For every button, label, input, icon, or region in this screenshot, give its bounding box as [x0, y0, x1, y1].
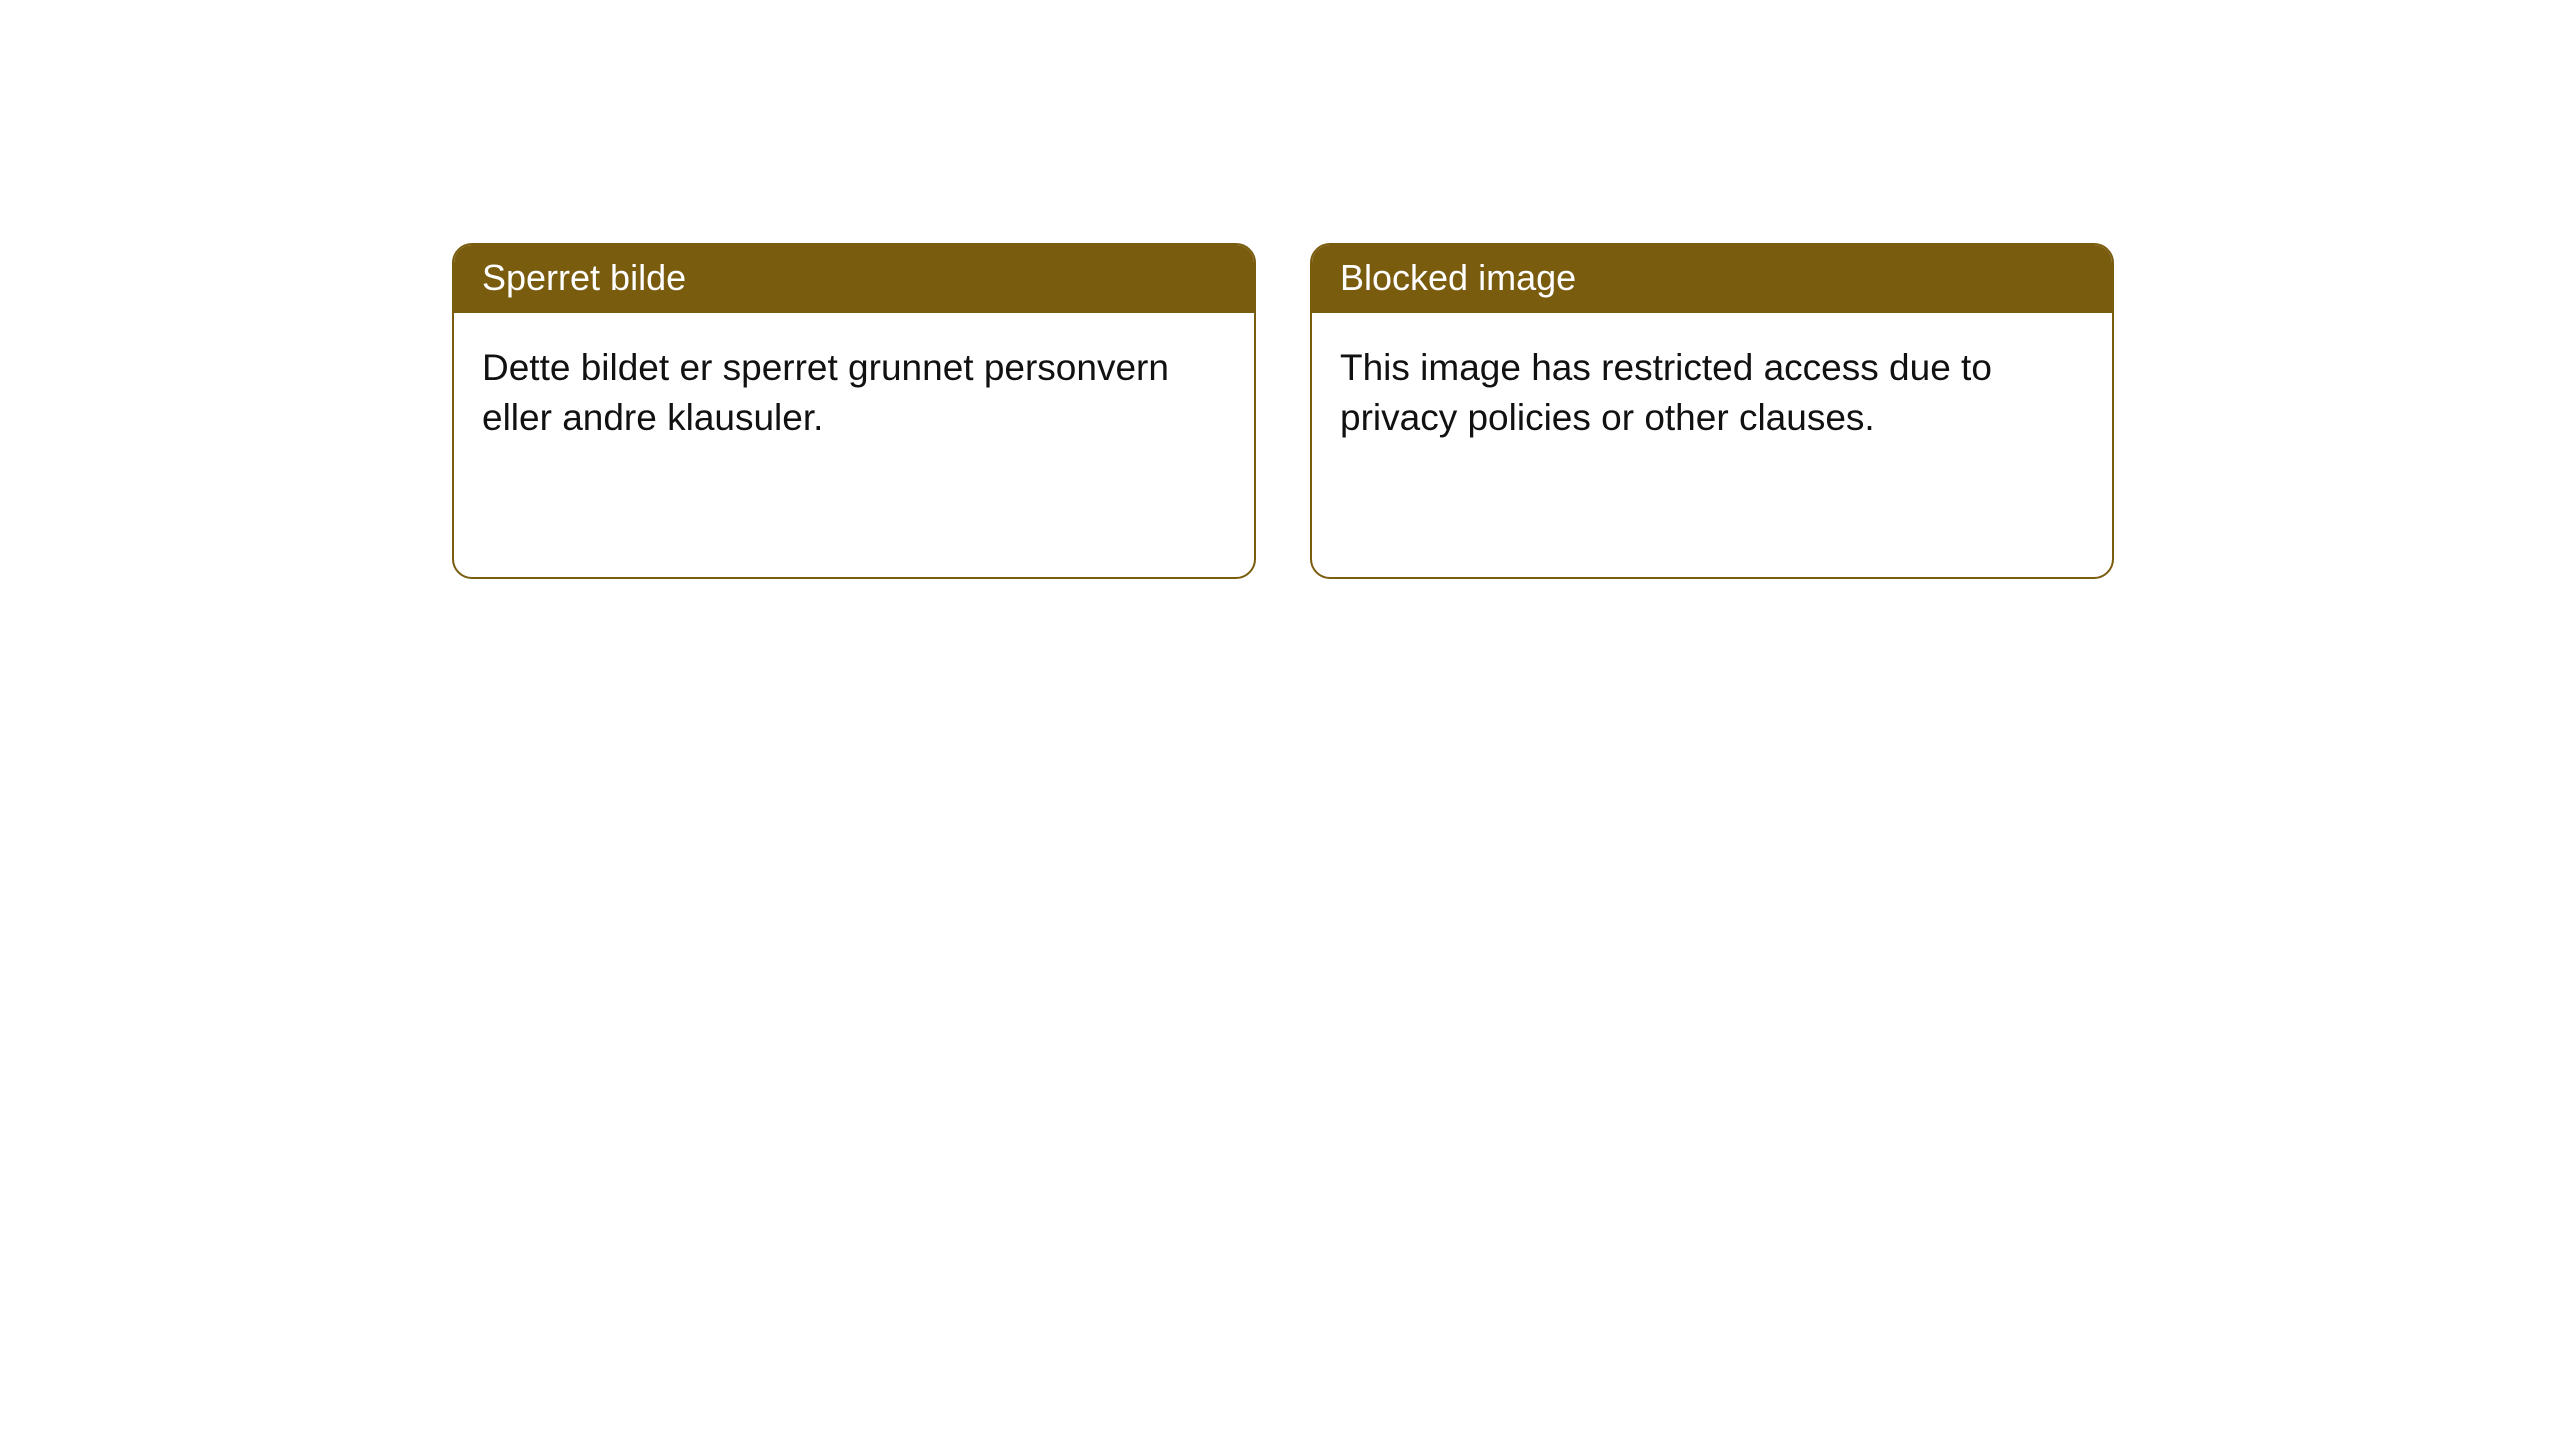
notice-card-body: This image has restricted access due to …	[1312, 313, 2112, 473]
notice-card-english: Blocked image This image has restricted …	[1310, 243, 2114, 579]
notice-card-body: Dette bildet er sperret grunnet personve…	[454, 313, 1254, 473]
notice-card-norwegian: Sperret bilde Dette bildet er sperret gr…	[452, 243, 1256, 579]
notice-container: Sperret bilde Dette bildet er sperret gr…	[452, 243, 2114, 579]
notice-card-title: Sperret bilde	[454, 245, 1254, 313]
notice-card-title: Blocked image	[1312, 245, 2112, 313]
